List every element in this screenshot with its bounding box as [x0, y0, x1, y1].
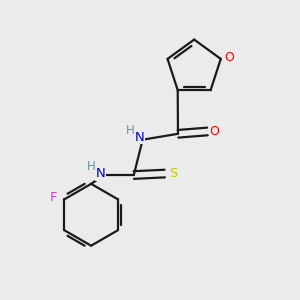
Text: N: N	[135, 131, 145, 144]
Text: S: S	[169, 167, 177, 180]
Text: N: N	[96, 167, 106, 180]
Text: F: F	[50, 191, 57, 204]
Text: O: O	[209, 125, 219, 138]
Text: H: H	[126, 124, 135, 137]
Text: H: H	[87, 160, 95, 173]
Text: O: O	[224, 51, 234, 64]
